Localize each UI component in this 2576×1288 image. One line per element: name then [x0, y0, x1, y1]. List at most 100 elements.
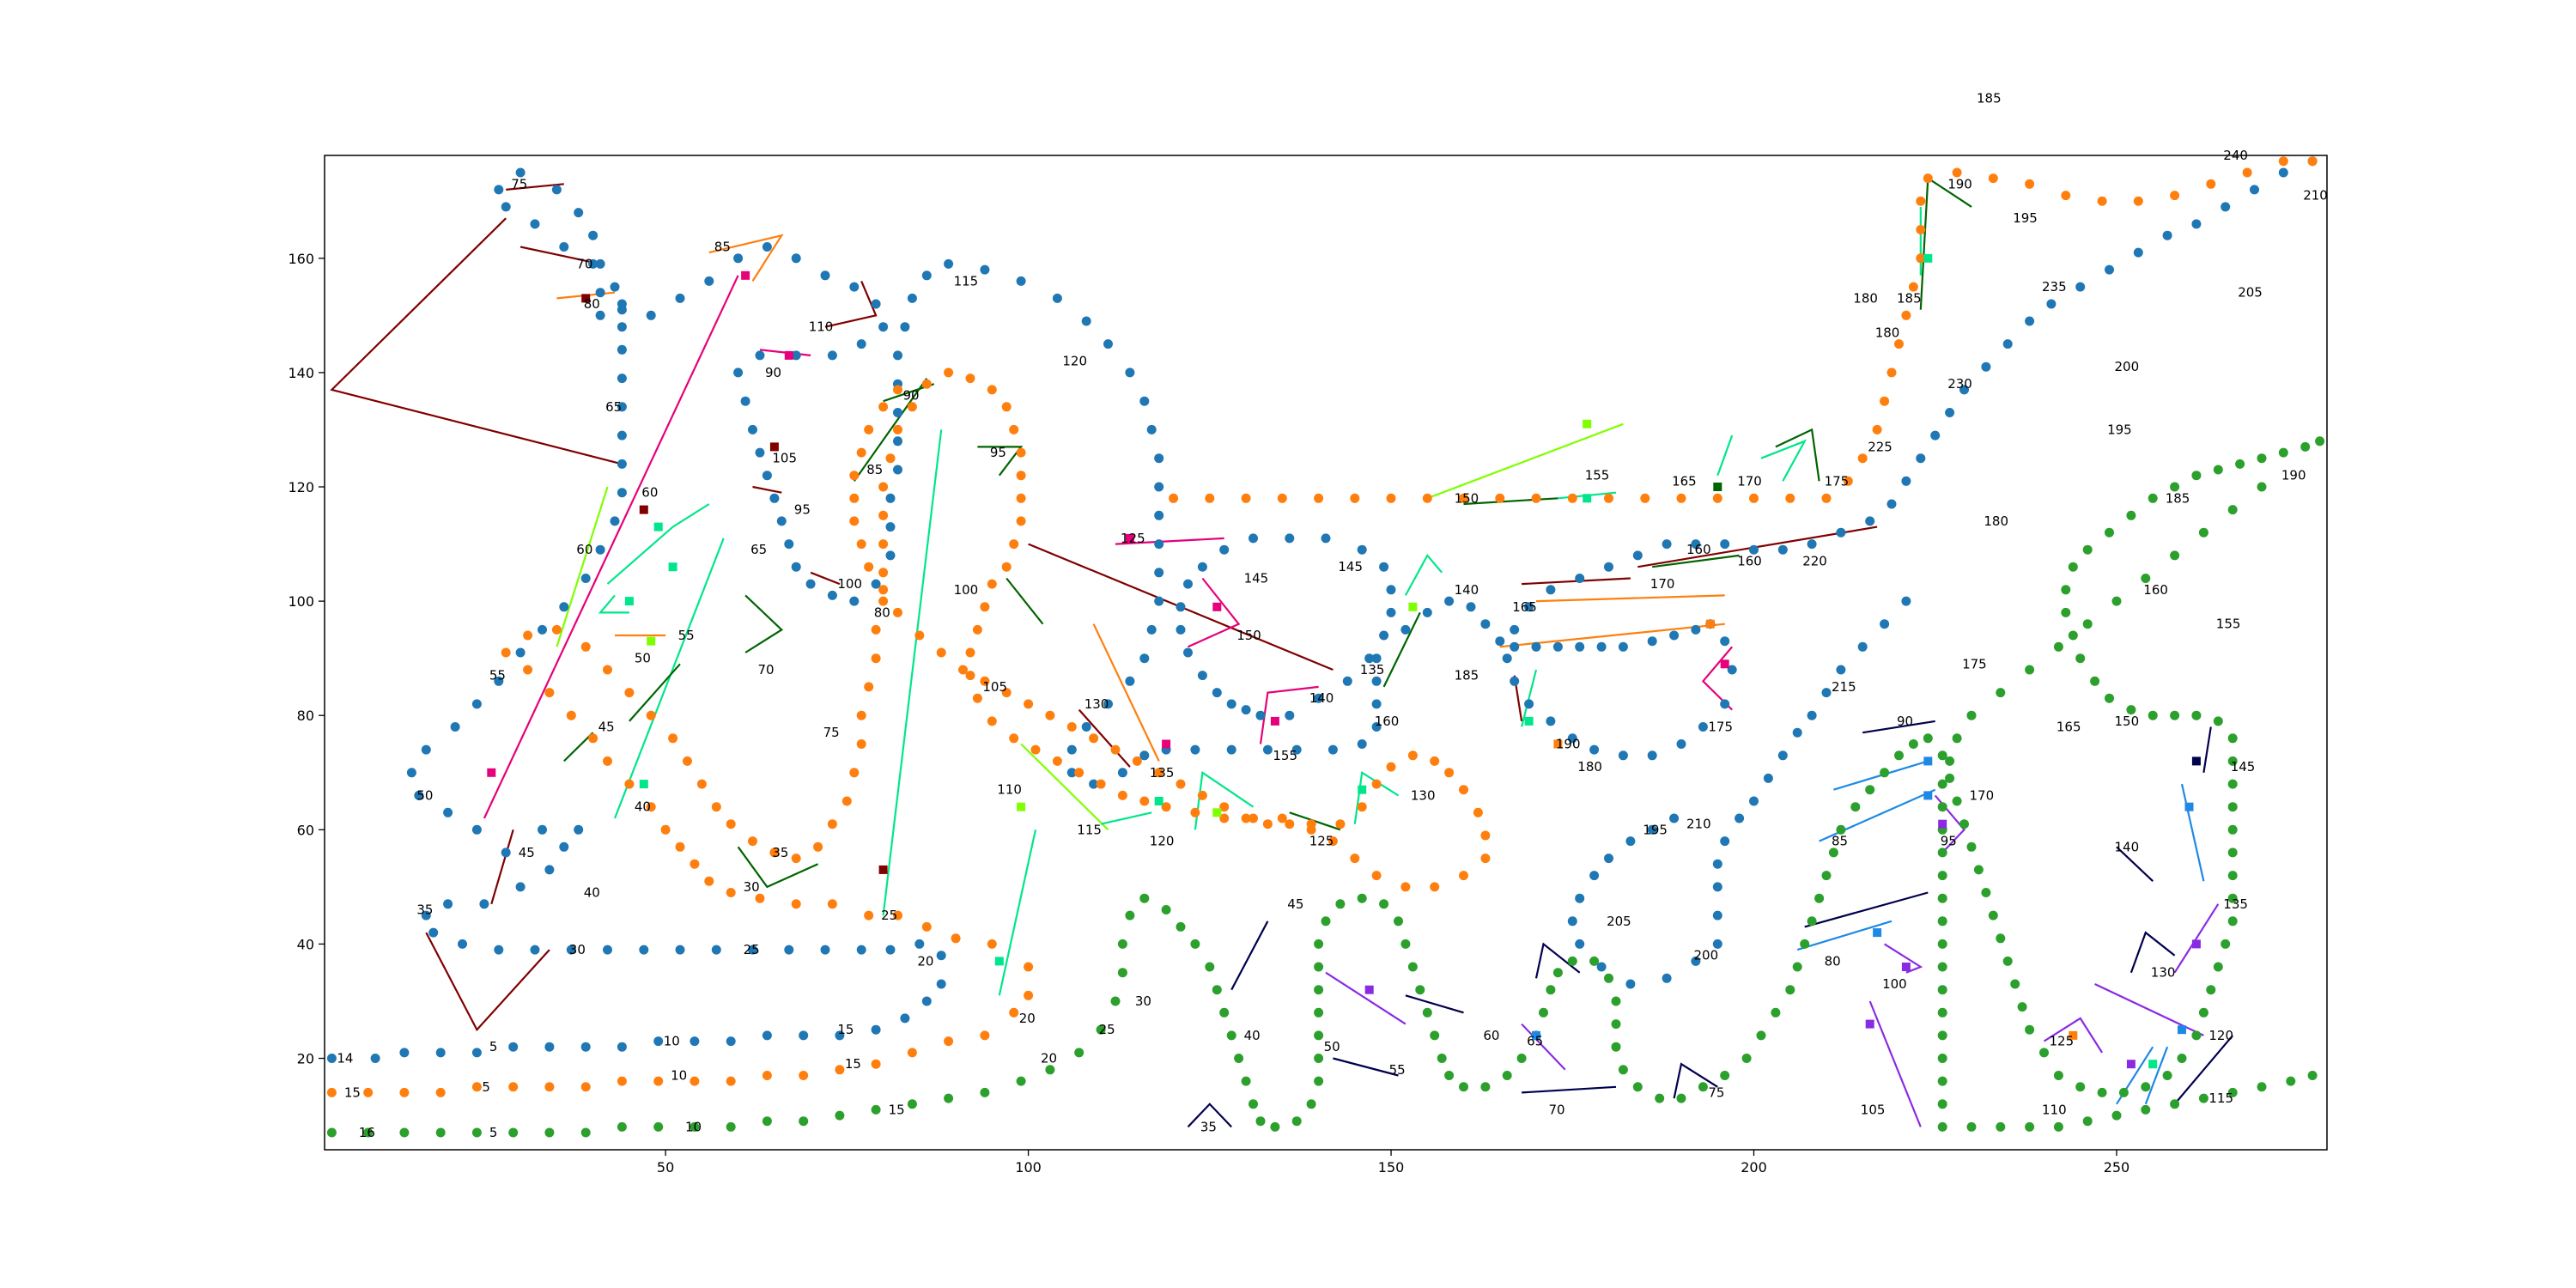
connector-line: [556, 486, 609, 647]
data-point-green: [1110, 996, 1121, 1006]
data-point-blue: [1081, 722, 1091, 732]
square-marker: [1270, 716, 1279, 726]
data-point-blue: [1016, 276, 1026, 286]
data-point-blue: [893, 436, 902, 447]
data-point-green: [1314, 1007, 1324, 1018]
point-label: 135: [1150, 765, 1175, 781]
point-label: 50: [416, 787, 433, 803]
data-point-blue: [1575, 574, 1585, 583]
data-point-blue: [827, 590, 837, 600]
data-point-blue: [471, 699, 482, 709]
data-point-blue: [1720, 699, 1730, 709]
data-point-green: [2257, 453, 2267, 464]
connector-line: [598, 594, 629, 614]
data-point-orange: [1422, 493, 1432, 503]
point-label: 105: [1861, 1102, 1886, 1117]
point-label: 45: [598, 720, 615, 735]
data-point-green: [2307, 1071, 2318, 1080]
point-label: 95: [1941, 834, 1957, 849]
data-point-blue: [1575, 939, 1585, 949]
data-point-blue: [1749, 796, 1759, 806]
data-point-blue: [849, 282, 860, 292]
connector-line: [1353, 770, 1400, 824]
data-point-blue: [1524, 699, 1534, 709]
data-point-green: [2025, 665, 2035, 675]
point-label: 105: [982, 679, 1007, 695]
point-label: 140: [2115, 839, 2140, 854]
data-point-orange: [1139, 796, 1150, 806]
data-point-orange: [1016, 447, 1026, 458]
data-point-orange: [1241, 813, 1251, 823]
data-point-blue: [574, 824, 584, 835]
data-point-orange: [1400, 882, 1411, 892]
data-point-blue: [1510, 624, 1520, 635]
data-point-green: [1771, 1007, 1781, 1018]
data-point-blue: [1546, 585, 1556, 595]
data-point-green: [944, 1093, 954, 1103]
data-point-green: [2315, 436, 2325, 447]
data-point-blue: [784, 945, 794, 955]
data-point-blue: [885, 550, 896, 561]
connector-line: [1868, 1000, 1922, 1127]
data-point-orange: [1749, 493, 1759, 503]
data-point-green: [2090, 676, 2100, 686]
data-point-blue: [1727, 665, 1737, 675]
data-point-blue: [1618, 641, 1628, 652]
point-label: 120: [1150, 834, 1175, 849]
square-marker: [639, 505, 648, 514]
square-marker: [1923, 756, 1933, 766]
connector-line: [506, 183, 564, 191]
data-point-orange: [972, 693, 982, 703]
data-point-orange: [893, 607, 902, 617]
data-point-orange: [1894, 339, 1904, 349]
data-point-blue: [501, 202, 511, 212]
connector-line: [425, 932, 550, 1032]
square-marker: [653, 522, 663, 532]
square-marker: [2178, 1025, 2186, 1035]
data-point-blue: [1916, 453, 1926, 464]
data-point-orange: [864, 682, 874, 692]
data-point-green: [2162, 1071, 2172, 1080]
connector-line: [1775, 428, 1820, 482]
data-point-blue: [893, 465, 902, 475]
connector-line: [1673, 1062, 1718, 1099]
data-point-orange: [1096, 779, 1106, 789]
data-point-green: [1291, 1116, 1302, 1127]
point-label: 195: [2013, 210, 2038, 226]
data-point-orange: [2307, 156, 2318, 167]
data-point-blue: [1691, 539, 1701, 550]
point-label: 150: [1455, 490, 1479, 506]
data-point-orange: [1306, 824, 1316, 835]
data-point-green: [1314, 1030, 1324, 1041]
data-point-blue: [1154, 568, 1164, 578]
point-label: 15: [845, 1056, 861, 1072]
data-point-orange: [1197, 790, 1207, 800]
square-marker: [2191, 756, 2201, 766]
square-marker: [1017, 802, 1026, 811]
data-point-green: [2010, 979, 2020, 989]
point-label: 160: [2143, 582, 2168, 598]
data-point-orange: [399, 1087, 410, 1097]
data-point-blue: [762, 471, 772, 481]
data-point-blue: [544, 1042, 555, 1052]
data-point-orange: [1089, 733, 1099, 744]
data-point-blue: [580, 574, 591, 583]
data-point-green: [1937, 962, 1947, 972]
data-point-orange: [711, 802, 721, 812]
data-point-blue: [559, 602, 569, 612]
square-marker: [1583, 494, 1592, 503]
data-point-green: [2075, 1082, 2086, 1092]
data-point-blue: [406, 768, 416, 778]
data-point-blue: [1531, 641, 1541, 652]
data-point-blue: [443, 899, 453, 909]
data-point-blue: [617, 374, 627, 384]
data-point-blue: [1589, 871, 1600, 881]
data-point-green: [1459, 1082, 1468, 1092]
data-point-blue: [755, 447, 765, 458]
data-point-green: [2148, 493, 2158, 503]
data-point-blue: [458, 939, 467, 949]
y-tick-label: 80: [297, 708, 314, 724]
data-point-green: [2141, 1104, 2151, 1115]
data-point-green: [2025, 1024, 2035, 1035]
data-point-orange: [668, 733, 678, 744]
